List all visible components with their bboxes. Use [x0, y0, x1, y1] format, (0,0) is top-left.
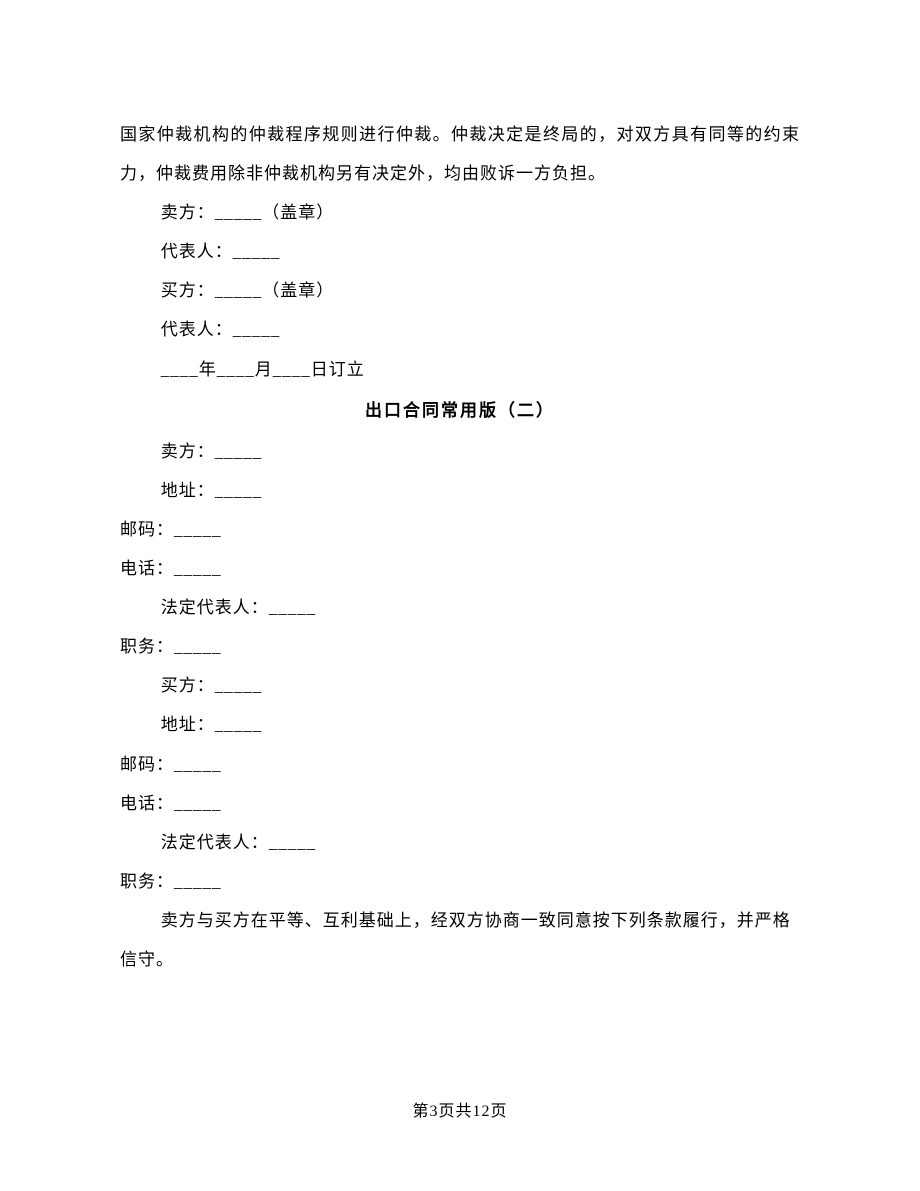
position-line-1: 职务：_____ [120, 627, 800, 666]
legal-rep-line-2: 法定代表人：_____ [120, 823, 800, 862]
position-line-2: 职务：_____ [120, 862, 800, 901]
section-title: 出口合同常用版（二） [120, 391, 800, 430]
closing-paragraph: 卖方与买方在平等、互利基础上，经双方协商一致同意按下列条款履行，并严格信守。 [120, 901, 800, 979]
address-line-1: 地址：_____ [120, 471, 800, 510]
phone-line-1: 电话：_____ [120, 549, 800, 588]
buyer-seal-line: 买方：_____（盖章） [120, 271, 800, 310]
legal-rep-line-1: 法定代表人：_____ [120, 588, 800, 627]
seller-line-2: 卖方：_____ [120, 432, 800, 471]
seller-seal-line: 卖方：_____（盖章） [120, 193, 800, 232]
page-footer: 第3页共12页 [0, 1097, 920, 1121]
postal-line-1: 邮码：_____ [120, 510, 800, 549]
date-line: ____年____月____日订立 [120, 350, 800, 389]
paragraph-continuation: 国家仲裁机构的仲裁程序规则进行仲裁。仲裁决定是终局的，对双方具有同等的约束力，仲… [120, 115, 800, 193]
buyer-rep-line: 代表人：_____ [120, 310, 800, 349]
buyer-line-2: 买方：_____ [120, 666, 800, 705]
document-page: 国家仲裁机构的仲裁程序规则进行仲裁。仲裁决定是终局的，对双方具有同等的约束力，仲… [0, 0, 920, 979]
phone-line-2: 电话：_____ [120, 784, 800, 823]
seller-rep-line: 代表人：_____ [120, 232, 800, 271]
address-line-2: 地址：_____ [120, 705, 800, 744]
postal-line-2: 邮码：_____ [120, 745, 800, 784]
